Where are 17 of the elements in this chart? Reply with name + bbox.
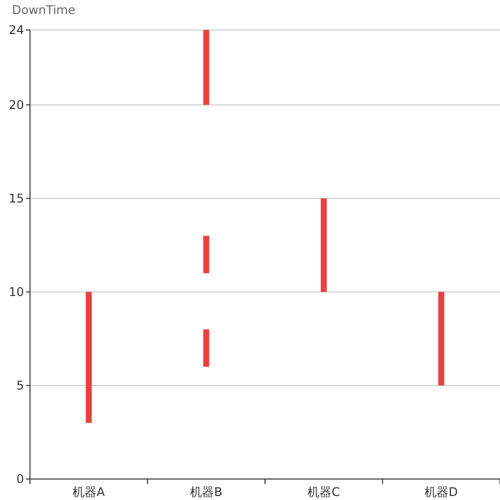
y-tick-label: 0 xyxy=(16,472,24,486)
bar xyxy=(86,292,92,423)
bar xyxy=(203,30,210,105)
x-tick-label: 机器C xyxy=(308,485,340,499)
bar xyxy=(438,292,444,386)
x-tick-label: 机器D xyxy=(424,485,458,499)
x-tick-label: 机器B xyxy=(190,485,222,499)
y-tick-label: 10 xyxy=(8,284,24,299)
y-tick-label: 20 xyxy=(8,98,24,112)
y-tick-label: 15 xyxy=(8,191,24,206)
y-tick-label: 5 xyxy=(16,378,24,392)
bar xyxy=(203,329,210,367)
bar xyxy=(203,236,210,274)
x-tick-label: 机器A xyxy=(72,485,106,499)
y-tick-label: 24 xyxy=(8,23,24,37)
y-axis-title: DownTime xyxy=(12,3,76,17)
bar xyxy=(320,198,327,292)
